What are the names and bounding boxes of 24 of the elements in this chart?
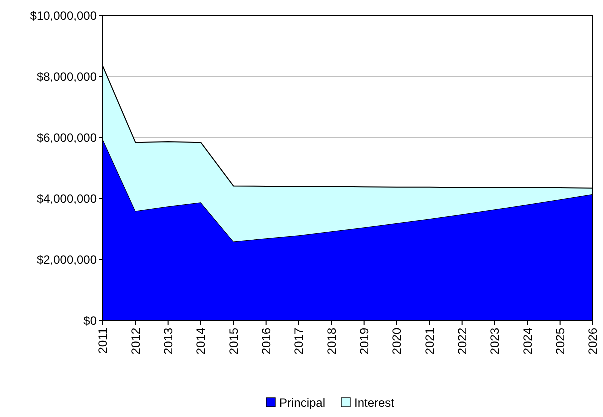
legend-label: Interest xyxy=(354,396,396,410)
y-tick-label: $2,000,000 xyxy=(36,253,98,268)
x-tick-label: 2021 xyxy=(422,328,437,355)
x-tick-label: 2013 xyxy=(162,328,176,355)
x-tick-label: 2012 xyxy=(128,328,143,355)
x-tick-label: 2018 xyxy=(324,328,339,355)
x-tick-label: 2019 xyxy=(358,328,372,355)
legend-label: Principal xyxy=(280,396,326,410)
x-tick-label: 2011 xyxy=(96,328,110,354)
y-tick-label: $0 xyxy=(84,314,98,328)
x-tick-label: 2024 xyxy=(520,328,535,355)
y-tick-label: $6,000,000 xyxy=(36,131,98,146)
x-tick-label: 2022 xyxy=(456,328,470,355)
y-tick-label: $10,000,000 xyxy=(30,9,98,24)
x-tick-label: 2014 xyxy=(194,328,208,355)
x-tick-label: 2015 xyxy=(226,328,241,355)
y-tick-label: $4,000,000 xyxy=(36,192,98,206)
y-tick-label: $8,000,000 xyxy=(36,70,98,84)
x-tick-label: 2023 xyxy=(488,328,502,355)
x-tick-label: 2017 xyxy=(292,328,306,355)
x-tick-label: 2025 xyxy=(554,328,568,355)
x-tick-label: 2016 xyxy=(260,328,274,355)
x-tick-label: 2026 xyxy=(586,328,600,355)
x-tick-label: 2020 xyxy=(390,328,404,355)
